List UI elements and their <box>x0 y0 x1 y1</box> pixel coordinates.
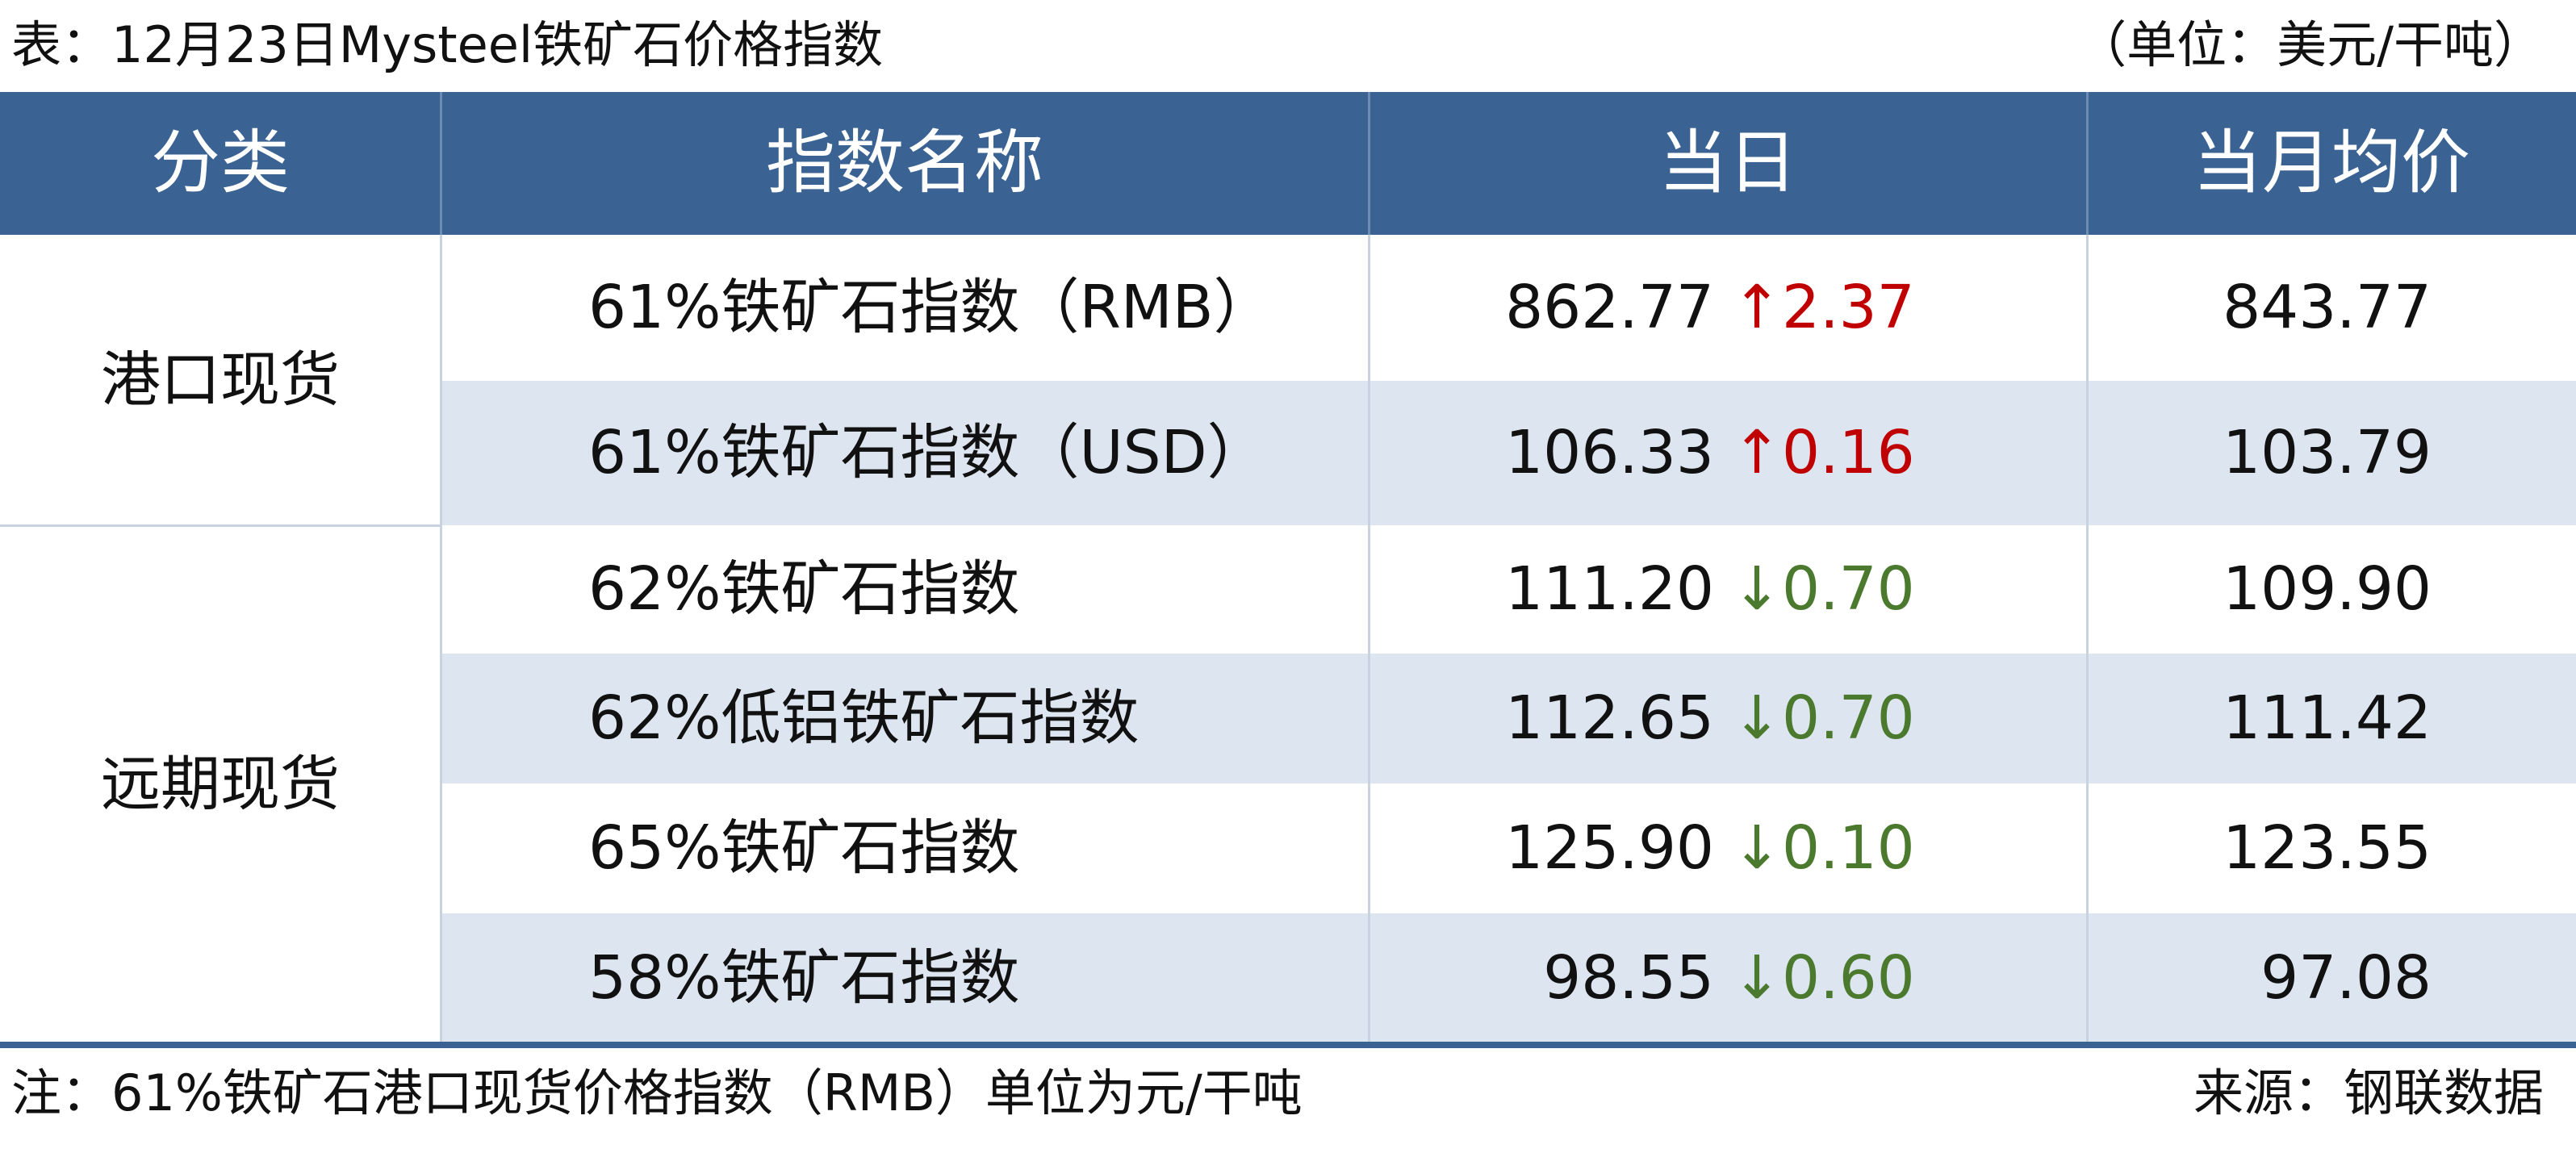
column-divider <box>1368 235 1370 1043</box>
header-divider <box>440 92 442 235</box>
change-value: 0.60 <box>1782 943 1915 1013</box>
month-avg: 843.77 <box>2223 273 2432 342</box>
table-row: 62%铁矿石指数 111.20 ↓ 0.70 109.90 <box>441 525 2576 654</box>
change-value: 0.70 <box>1782 683 1915 753</box>
change-value: 0.10 <box>1782 813 1915 883</box>
category: 港口现货 <box>101 345 340 415</box>
change-value: 0.70 <box>1782 554 1915 624</box>
table-row: 61%铁矿石指数（RMB） 862.77 ↑ 2.37 843.77 <box>441 235 2576 381</box>
table-row: 65%铁矿石指数 125.90 ↓ 0.10 123.55 <box>441 783 2576 913</box>
month-avg: 109.90 <box>2223 554 2432 624</box>
change-value: 0.16 <box>1782 418 1915 487</box>
index-name: 61%铁矿石指数（RMB） <box>588 273 1273 342</box>
table-row: 62%低铝铁矿石指数 112.65 ↓ 0.70 111.42 <box>441 654 2576 783</box>
day-value: 125.90 <box>1505 813 1714 883</box>
column-divider <box>440 235 442 1043</box>
title: 表：12月23日Mysteel铁矿石价格指数 <box>11 15 884 74</box>
change-arrow: ↑ <box>1732 418 1783 487</box>
category: 远期现货 <box>101 750 340 819</box>
index-name: 62%低铝铁矿石指数 <box>588 683 1140 753</box>
change-arrow: ↓ <box>1732 683 1783 753</box>
note: 注：61%铁矿石港口现货价格指数（RMB）单位为元/干吨 <box>11 1063 1303 1122</box>
header-divider <box>2086 92 2089 235</box>
month-avg: 111.42 <box>2223 683 2432 753</box>
day-value: 112.65 <box>1505 683 1714 753</box>
change-arrow: ↓ <box>1732 943 1783 1013</box>
index-name: 58%铁矿石指数 <box>588 943 1020 1013</box>
unit: （单位：美元/干吨） <box>2076 15 2544 74</box>
index-name: 62%铁矿石指数 <box>588 554 1020 624</box>
index-name: 65%铁矿石指数 <box>588 813 1020 883</box>
bottom-rule <box>0 1042 2576 1048</box>
change-value: 2.37 <box>1782 273 1915 342</box>
day-value: 111.20 <box>1505 554 1714 624</box>
header-cell: 当日 <box>1658 123 1797 203</box>
header-divider <box>1368 92 1370 235</box>
header-cell: 当月均价 <box>2193 123 2470 203</box>
table-row: 61%铁矿石指数（USD） 106.33 ↑ 0.16 103.79 <box>441 381 2576 525</box>
table-row: 58%铁矿石指数 98.55 ↓ 0.60 97.08 <box>441 913 2576 1043</box>
table-body: 我的钢铁Mysteel.com61%铁矿石指数（RMB）862.77↑2.378… <box>0 235 2576 1043</box>
month-avg: 103.79 <box>2223 418 2432 487</box>
column-divider <box>2086 235 2089 1043</box>
table-header: 分类 指数名称 当日 当月均价 <box>0 92 2576 235</box>
index-name: 61%铁矿石指数（USD） <box>588 418 1267 487</box>
change-arrow: ↑ <box>1732 273 1783 342</box>
header-cell: 指数名称 <box>766 123 1043 203</box>
header-cell: 分类 <box>151 123 290 203</box>
day-value: 98.55 <box>1543 943 1714 1013</box>
month-avg: 97.08 <box>2260 943 2432 1013</box>
group-divider <box>0 524 441 527</box>
source: 来源：钢联数据 <box>2193 1063 2544 1122</box>
change-arrow: ↓ <box>1732 554 1783 624</box>
day-value: 106.33 <box>1505 418 1714 487</box>
day-value: 862.77 <box>1505 273 1714 342</box>
month-avg: 123.55 <box>2223 813 2432 883</box>
change-arrow: ↓ <box>1732 813 1783 883</box>
